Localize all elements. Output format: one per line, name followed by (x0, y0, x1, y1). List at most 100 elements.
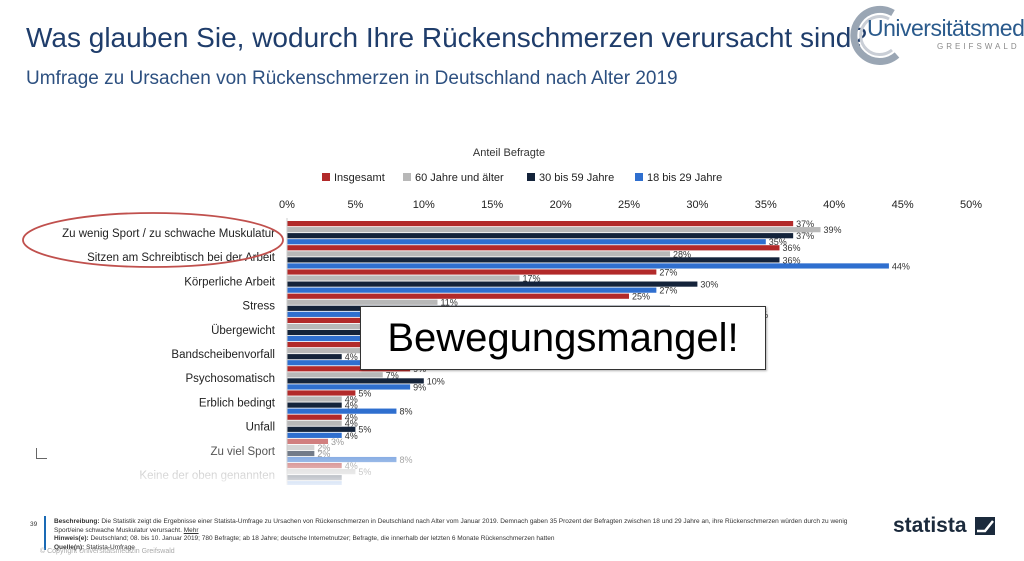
value-label: 2% (317, 449, 330, 459)
bar (287, 378, 424, 384)
category-label: Erblich bedingt (199, 397, 276, 409)
bar (287, 269, 657, 275)
footer-beschreibung-label: Beschreibung: (54, 518, 100, 525)
bar (287, 354, 342, 360)
value-label: 4% (345, 431, 358, 441)
bar (287, 475, 342, 481)
x-tick-label: 10% (413, 199, 435, 211)
value-label: 5% (358, 425, 371, 435)
value-label: 8% (399, 407, 412, 417)
logo-sub: GREIFSWALD (937, 42, 1020, 51)
category-label: Zu wenig Sport / zu schwache Muskulatur (62, 228, 275, 240)
legend-swatch (527, 173, 535, 181)
statista-brand: statista (893, 514, 967, 537)
category-label: Körperliche Arbeit (184, 276, 276, 288)
footer-quelle: Statista-Umfrage (86, 543, 135, 551)
bar (287, 469, 356, 475)
bar (287, 275, 520, 281)
legend-label: 30 bis 59 Jahre (539, 172, 614, 184)
copyright: © Copyright Universitätsmedizin Greifswa… (40, 548, 175, 555)
bar (287, 390, 356, 396)
footer-beschreibung: Die Statistik zeigt die Ergebnisse einer… (54, 518, 848, 534)
logo-arc-icon (850, 5, 900, 65)
value-label: 17% (523, 273, 541, 283)
category-label: Keine der oben genannten (139, 470, 275, 482)
value-label: 37% (796, 231, 814, 241)
legend-label: 60 Jahre und älter (415, 172, 504, 184)
x-tick-label: 40% (823, 199, 845, 211)
footer-accent-bar (44, 516, 46, 550)
legend-label: Insgesamt (334, 172, 385, 184)
footer-hinweis-label: Hinweis(e): (54, 535, 89, 542)
value-label: 39% (824, 225, 842, 235)
value-label: 3% (331, 437, 344, 447)
footer-quelle-label: Quelle(n): (54, 543, 85, 551)
value-label: 36% (782, 255, 800, 265)
value-label: 37% (796, 219, 814, 229)
value-label: 28% (673, 249, 691, 259)
bar (287, 438, 329, 444)
x-tick-label: 5% (347, 199, 363, 211)
overlay-callout: Bewegungsmangel! (360, 306, 766, 370)
bar (287, 408, 397, 414)
bar (287, 221, 794, 227)
bar (287, 420, 342, 426)
legend-swatch (635, 173, 643, 181)
value-label: 11% (440, 298, 457, 308)
legend-label: 18 bis 29 Jahre (647, 172, 722, 184)
value-label: 4% (345, 413, 358, 423)
value-label: 2% (317, 443, 330, 453)
value-label: 9% (413, 382, 426, 392)
footer-hinweis: Deutschland; 08. bis 10. Januar 2019; 78… (90, 535, 555, 542)
x-tick-label: 30% (686, 199, 708, 211)
bar (287, 245, 780, 251)
value-label: 30% (700, 280, 718, 290)
category-label: Stress (242, 301, 275, 313)
overlay-text: Bewegungsmangel! (387, 315, 739, 360)
bar (287, 444, 315, 451)
bar (287, 402, 342, 408)
category-label: Unfall (246, 422, 275, 434)
x-tick-label: 50% (960, 199, 982, 211)
bar (287, 463, 342, 469)
logo-name: Universitätsmedizin (867, 15, 1024, 41)
corner-mark (36, 448, 47, 459)
x-tick-label: 0% (279, 199, 295, 211)
value-label: 4% (345, 352, 358, 362)
bar (287, 372, 383, 378)
bar (287, 257, 780, 263)
value-label: 7% (386, 370, 399, 380)
bar (287, 233, 794, 239)
category-label: Bandscheibenvorfall (171, 349, 275, 361)
bar (287, 251, 671, 257)
bar (287, 384, 411, 390)
bar (287, 432, 342, 438)
value-label: 25% (632, 292, 650, 302)
value-label: 4% (345, 394, 358, 404)
bar (287, 293, 629, 299)
value-label: 4% (345, 419, 358, 429)
value-label: 10% (427, 376, 445, 386)
x-tick-label: 45% (892, 199, 914, 211)
footer-notes: Beschreibung: Die Statistik zeigt die Er… (54, 518, 854, 552)
bar (287, 450, 315, 457)
highlight-ellipse (22, 212, 284, 268)
bar (287, 414, 342, 420)
footer-more-link[interactable]: Mehr (183, 526, 199, 534)
value-label: 35% (769, 237, 787, 247)
slide-title: Was glauben Sie, wodurch Ihre Rückenschm… (26, 22, 867, 53)
slide-subtitle: Umfrage zu Ursachen von Rückenschmerzen … (26, 68, 678, 89)
x-tick-label: 15% (481, 199, 503, 211)
value-label: 4% (345, 401, 358, 411)
bar (287, 263, 889, 269)
value-label: 8% (399, 455, 412, 465)
x-tick-label: 20% (550, 199, 572, 211)
value-label: 27% (659, 267, 677, 277)
legend-swatch (322, 173, 330, 181)
bar (287, 426, 356, 432)
bar (287, 239, 766, 245)
legend-swatch (403, 173, 411, 181)
x-axis-title: Anteil Befragte (473, 147, 545, 159)
page-number: 39 (30, 521, 38, 528)
x-tick-label: 35% (755, 199, 777, 211)
